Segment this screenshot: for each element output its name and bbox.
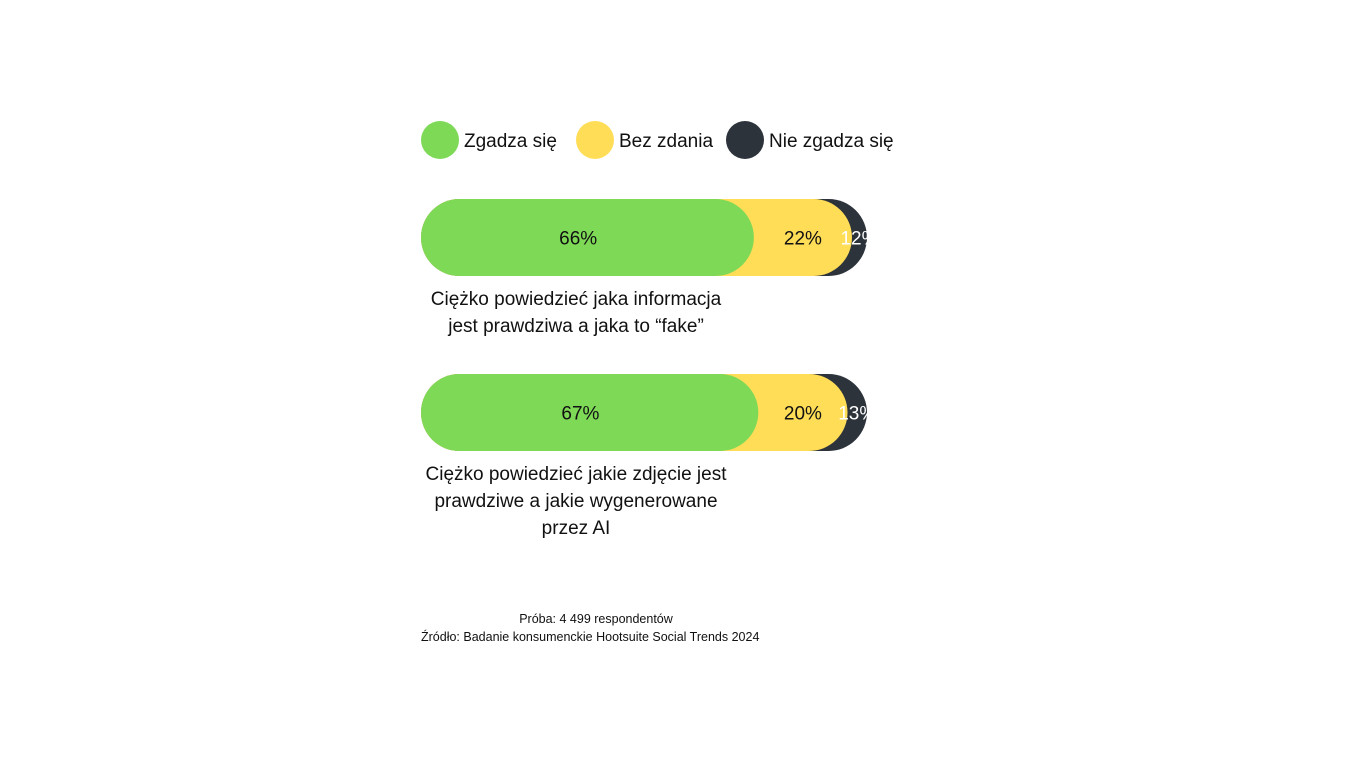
row-label-1-line-2: jest prawdziwa a jaka to “fake”: [447, 316, 704, 337]
bar-segment-2-1: [421, 374, 759, 451]
bar-value-label-1-1: 66%: [559, 229, 597, 250]
footnote: Próba: 4 499 respondentów Źródło: Badani…: [421, 610, 771, 646]
bar-value-label-2-3: 13%: [838, 404, 876, 425]
row-label-2-line-3: przez AI: [542, 518, 611, 539]
legend-item-1: Zgadza się: [421, 121, 557, 159]
source-note: Źródło: Badanie konsumenckie Hootsuite S…: [421, 630, 760, 644]
bar-segment-1-1: [421, 199, 754, 276]
legend-label-3: Nie zgadza się: [769, 131, 894, 152]
legend-swatch-3: [726, 121, 764, 159]
bar-row-1: 66% 22% 12% Ciężko powiedzieć jaka informac…: [421, 199, 879, 337]
row-label-2-line-2: prawdziwe a jakie wygenerowane: [434, 491, 717, 512]
bar-value-label-1-2: 22%: [784, 229, 822, 250]
row-label-2-line-1: Ciężko powiedzieć jakie zdjęcie jest: [426, 464, 728, 485]
legend-label-2: Bez zdania: [619, 131, 713, 152]
legend-swatch-2: [576, 121, 614, 159]
bar-value-label-2-1: 67%: [561, 404, 599, 425]
bar-value-label-1-3: 12%: [840, 229, 878, 250]
bar-value-label-2-2: 20%: [784, 404, 822, 425]
bar-row-2: 67% 20% 13% Ciężko powiedzieć jakie zdjęcie…: [421, 374, 876, 539]
legend-item-2: Bez zdania: [576, 121, 713, 159]
legend-item-3: Nie zgadza się: [726, 121, 894, 159]
legend-swatch-1: [421, 121, 459, 159]
legend-label-1: Zgadza się: [464, 131, 557, 152]
row-label-1-line-1: Ciężko powiedzieć jaka informacja: [431, 289, 722, 310]
sample-size-note: Próba: 4 499 respondentów: [519, 612, 673, 626]
